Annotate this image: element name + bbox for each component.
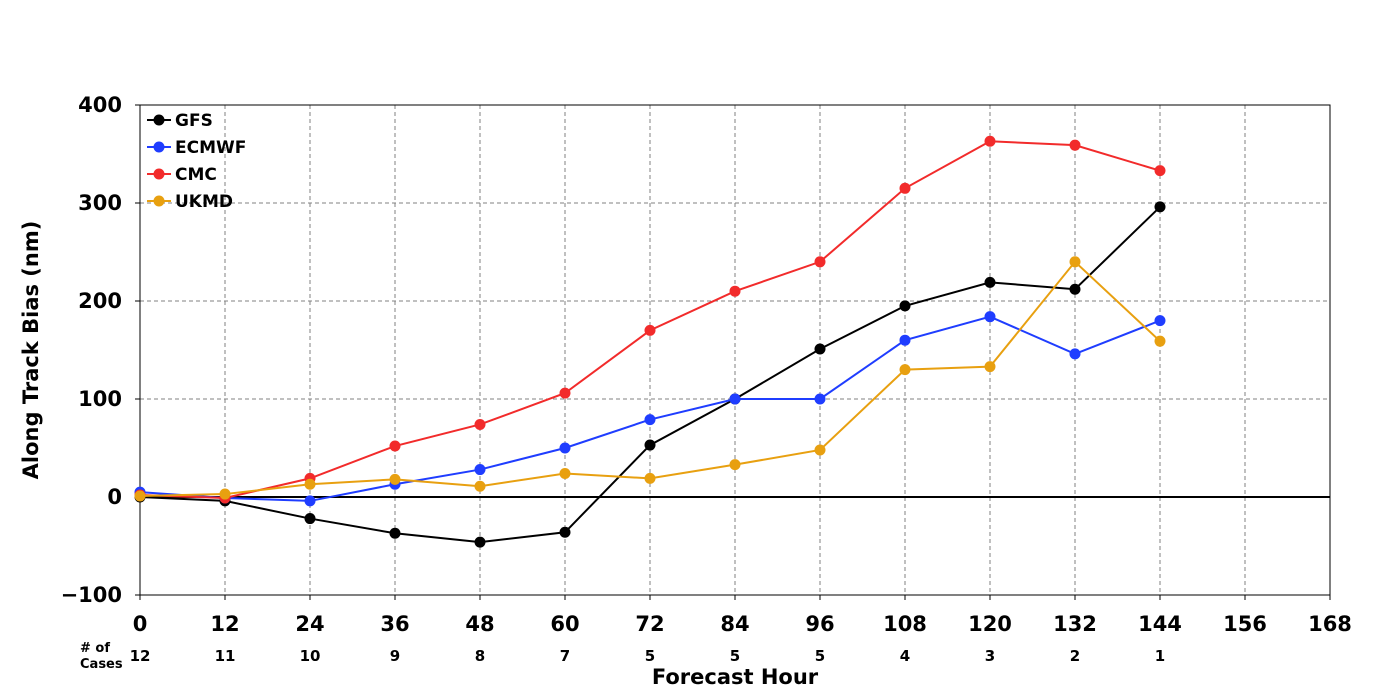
data-point-gfs [984, 276, 996, 288]
cases-count: 9 [390, 647, 400, 665]
data-point-ukmd [559, 467, 571, 479]
series-layer [134, 135, 1166, 548]
cases-count: 10 [300, 647, 321, 665]
data-point-cmc [559, 387, 571, 399]
y-tick-label: 200 [78, 289, 122, 313]
cases-count: 8 [475, 647, 485, 665]
cases-count: 2 [1070, 647, 1080, 665]
data-point-cmc [814, 256, 826, 268]
legend-label-ecmwf: ECMWF [175, 138, 246, 158]
data-point-cmc [899, 182, 911, 194]
data-point-gfs [1069, 283, 1081, 295]
y-tick-label: 300 [78, 191, 122, 215]
data-point-gfs [559, 526, 571, 538]
data-point-ecmwf [899, 334, 911, 346]
data-point-ukmd [134, 490, 146, 502]
data-point-ukmd [814, 444, 826, 456]
x-tick-label: 96 [805, 612, 834, 636]
x-tick-label: 144 [1138, 612, 1182, 636]
data-point-cmc [1069, 139, 1081, 151]
x-tick-label: 120 [968, 612, 1012, 636]
x-tick-label: 12 [210, 612, 239, 636]
legend-marker-gfs [153, 114, 165, 126]
legend-label-gfs: GFS [175, 111, 213, 131]
x-tick-label: 168 [1308, 612, 1352, 636]
data-point-ecmwf [1069, 348, 1081, 360]
data-point-cmc [1154, 165, 1166, 177]
data-point-cmc [644, 324, 656, 336]
data-point-ukmd [219, 488, 231, 500]
legend: GFS ECMWF CMC UKMD [147, 111, 246, 212]
y-tick-label: 100 [78, 387, 122, 411]
data-point-gfs [644, 439, 656, 451]
cases-header-line2: Cases [80, 657, 123, 672]
y-tick-label: −100 [61, 583, 122, 607]
x-tick-label: 0 [133, 612, 148, 636]
x-tick-label: 108 [883, 612, 927, 636]
data-point-ukmd [729, 459, 741, 471]
grid-layer [140, 105, 1330, 595]
data-point-gfs [899, 300, 911, 312]
cases-count: 11 [215, 647, 236, 665]
legend-marker-cmc [153, 168, 165, 180]
x-ticks: 0 12 24 36 48 60 72 84 96 108 120 132 144 156 168 [133, 595, 1352, 636]
data-point-ukmd [474, 480, 486, 492]
cases-count: 5 [815, 647, 825, 665]
data-point-ecmwf [559, 442, 571, 454]
data-point-ecmwf [729, 393, 741, 405]
data-point-gfs [304, 513, 316, 525]
data-point-cmc [729, 285, 741, 297]
data-point-ecmwf [304, 495, 316, 507]
x-tick-label: 48 [465, 612, 494, 636]
data-point-ukmd [644, 472, 656, 484]
cases-count: 1 [1155, 647, 1165, 665]
data-point-ukmd [1069, 256, 1081, 268]
data-point-ecmwf [644, 414, 656, 426]
x-tick-label: 156 [1223, 612, 1267, 636]
cases-count: 4 [900, 647, 910, 665]
legend-label-cmc: CMC [175, 165, 217, 185]
y-tick-label: 400 [78, 93, 122, 117]
data-point-ukmd [984, 361, 996, 373]
cases-count: 12 [130, 647, 151, 665]
y-axis-title: Along Track Bias (nm) [19, 221, 43, 480]
data-point-ukmd [304, 478, 316, 490]
data-point-cmc [474, 418, 486, 430]
cases-header-line1: # of [80, 641, 110, 656]
cases-count: 5 [730, 647, 740, 665]
data-point-ukmd [1154, 335, 1166, 347]
data-point-gfs [1154, 201, 1166, 213]
x-tick-label: 24 [295, 612, 324, 636]
data-point-gfs [389, 527, 401, 539]
data-point-ukmd [389, 473, 401, 485]
legend-marker-ecmwf [153, 141, 165, 153]
data-point-gfs [814, 343, 826, 355]
legend-marker-ukmd [153, 195, 165, 207]
data-point-ukmd [899, 364, 911, 376]
data-point-cmc [984, 135, 996, 147]
cases-count: 5 [645, 647, 655, 665]
data-point-gfs [474, 536, 486, 548]
x-tick-label: 72 [635, 612, 664, 636]
data-point-cmc [389, 440, 401, 452]
cases-row: # of Cases 12 11 10 9 8 7 5 5 5 4 3 2 1 [80, 641, 1165, 672]
y-ticks: −100 0 100 200 300 400 [61, 93, 140, 607]
y-tick-label: 0 [107, 485, 122, 509]
data-point-ecmwf [474, 464, 486, 476]
data-point-ecmwf [1154, 315, 1166, 327]
x-tick-label: 132 [1053, 612, 1097, 636]
x-axis-title: Forecast Hour [652, 665, 819, 689]
x-tick-label: 84 [720, 612, 749, 636]
cases-count: 3 [985, 647, 995, 665]
data-point-ecmwf [984, 311, 996, 323]
cases-count: 7 [560, 647, 570, 665]
x-tick-label: 36 [380, 612, 409, 636]
x-tick-label: 60 [550, 612, 579, 636]
legend-label-ukmd: UKMD [175, 192, 233, 212]
data-point-ecmwf [814, 393, 826, 405]
